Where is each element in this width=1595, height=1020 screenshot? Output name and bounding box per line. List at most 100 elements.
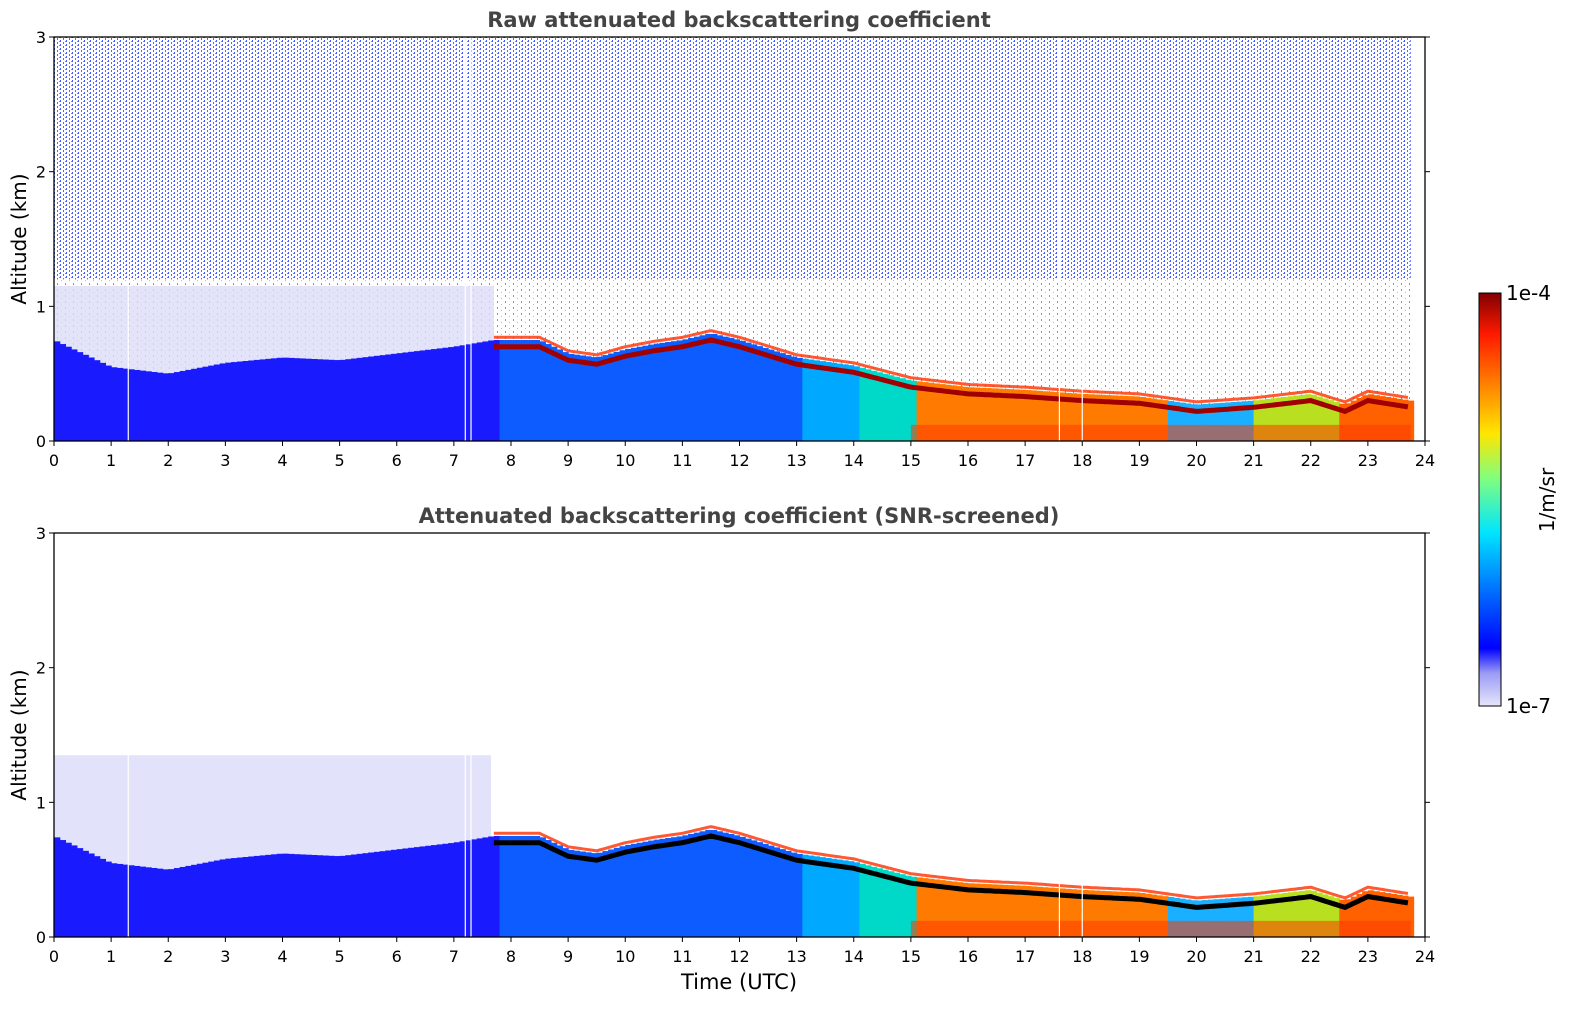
bl-column [1276, 893, 1283, 937]
bl-column [1185, 899, 1192, 937]
y-tick-label: 0 [36, 928, 46, 947]
bl-column [979, 387, 986, 441]
bl-column [602, 355, 609, 441]
bl-column [625, 348, 632, 441]
bl-column [1293, 395, 1300, 441]
y-tick-label: 1 [36, 793, 46, 812]
bl-column [1259, 895, 1266, 937]
bl-column [636, 842, 643, 937]
bl-column [516, 340, 524, 441]
bl-column [859, 367, 866, 441]
bl-column [636, 346, 643, 441]
x-tick-label: 20 [1186, 947, 1206, 966]
bl-column [271, 358, 278, 441]
x-tick-label: 5 [335, 947, 345, 966]
bl-column [836, 363, 843, 441]
panel-1-ylabel: Altitude (km) [7, 173, 31, 304]
bl-column [219, 363, 226, 441]
layer-top-line [493, 337, 1409, 415]
bl-column [716, 831, 723, 937]
bl-column [1282, 892, 1289, 937]
bl-column [945, 880, 952, 937]
bl-column [54, 837, 61, 937]
bl-column [242, 361, 249, 441]
bl-column [1105, 891, 1112, 937]
bl-column [990, 884, 998, 937]
bl-column [1362, 395, 1369, 441]
bl-column [196, 367, 204, 441]
bl-column [242, 857, 249, 937]
bl-column [619, 846, 626, 937]
bl-column [282, 357, 289, 441]
bl-column [1110, 395, 1118, 441]
bl-column [333, 360, 341, 441]
bl-column [248, 360, 255, 441]
bl-column [813, 360, 821, 441]
bl-column [762, 843, 769, 937]
bl-column [1310, 890, 1318, 937]
bl-column [573, 354, 581, 441]
bl-column [311, 854, 318, 937]
bl-column [1305, 394, 1312, 441]
y-tick-label: 3 [36, 524, 46, 543]
bl-column [1173, 897, 1180, 937]
bl-column [1093, 890, 1100, 937]
bl-column [825, 857, 832, 937]
bl-column [756, 346, 763, 441]
x-tick-label: 23 [1358, 947, 1378, 966]
bl-column [1065, 392, 1072, 441]
colorbar-unit-label: 1/m/sr [1535, 467, 1559, 532]
panel-1-x-ticks: 0 1 2 3 4 5 6 7 8 9 10 11 12 13 14 15 16 17 18 19 20 21 22 23 24 [49, 441, 1435, 470]
bl-column [762, 347, 769, 441]
bl-column [419, 350, 426, 441]
bl-column [876, 868, 883, 937]
bl-column [1087, 890, 1095, 937]
bl-column [265, 358, 272, 441]
x-tick-label: 23 [1358, 451, 1378, 470]
bl-column [979, 883, 986, 937]
bl-column [1333, 897, 1340, 937]
bl-column [362, 357, 369, 441]
x-tick-label: 7 [449, 947, 459, 966]
bl-column [116, 863, 124, 937]
bl-column [1207, 899, 1215, 937]
bl-column [888, 871, 895, 937]
bl-column [1145, 397, 1152, 441]
bl-column [796, 357, 803, 441]
bl-column [608, 849, 615, 937]
bl-column [259, 359, 266, 441]
bl-column [328, 359, 335, 441]
bl-column [968, 387, 975, 441]
bl-column [59, 344, 67, 441]
bl-column [1173, 401, 1180, 441]
bl-column [996, 884, 1003, 937]
bl-column [1116, 395, 1123, 441]
bl-column [728, 833, 735, 937]
bl-column [745, 342, 752, 441]
bl-column [442, 843, 449, 937]
x-tick-label: 22 [1301, 451, 1321, 470]
x-tick-label: 18 [1072, 947, 1092, 966]
x-tick-label: 10 [615, 451, 635, 470]
bl-column [1385, 893, 1392, 937]
bl-column [950, 385, 958, 441]
bl-column [1230, 898, 1238, 937]
bl-column [585, 356, 592, 441]
bl-column [82, 850, 89, 937]
x-tick-label: 24 [1415, 947, 1435, 966]
bl-column [933, 879, 941, 937]
bl-column [282, 853, 289, 937]
bl-column [1156, 895, 1163, 937]
bl-column [1407, 400, 1415, 441]
x-tick-label: 20 [1186, 451, 1206, 470]
x-tick-label: 19 [1129, 451, 1149, 470]
bl-column [448, 843, 455, 937]
bl-column [1139, 892, 1146, 937]
bl-column [528, 836, 535, 937]
bl-column [191, 368, 198, 441]
bl-column [596, 852, 603, 937]
bl-column [705, 829, 712, 937]
bl-column [1253, 896, 1260, 937]
bl-column [533, 836, 541, 937]
bl-column [253, 359, 261, 441]
